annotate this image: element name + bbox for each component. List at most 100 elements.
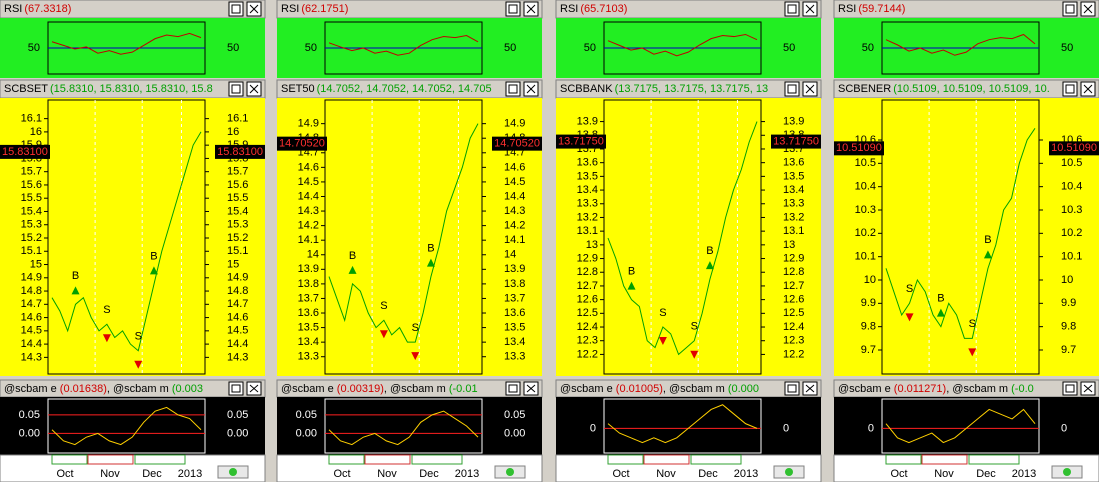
signal-label: B [427, 243, 434, 255]
y-tick-label: 15.5 [21, 192, 42, 204]
rsi-line [607, 33, 758, 57]
y-tick-label: 15.6 [21, 179, 42, 191]
y-tick-label: 16 [30, 126, 42, 138]
price-plot [47, 99, 206, 375]
indicator-plot [881, 398, 1040, 454]
indicator-part: , @scbam m [107, 383, 172, 395]
y-tick-label: 14.3 [298, 205, 319, 217]
indicator-part: @scbam e [560, 383, 616, 395]
close-icon [805, 84, 815, 94]
maximize-button[interactable] [784, 81, 800, 97]
y-tick-label: 13.6 [298, 307, 319, 319]
indicator-tick-label: 0.05 [296, 409, 317, 421]
y-tick-label: 12.3 [783, 335, 804, 347]
price-label: 10.51090 [836, 142, 882, 154]
maximize-button[interactable] [505, 1, 521, 17]
y-tick-label: 9.7 [1061, 344, 1076, 356]
price-line [328, 123, 479, 343]
price-label: 14.70520 [494, 138, 540, 150]
indicator-part: (-0.0 [1011, 383, 1034, 395]
maximize-icon [231, 384, 241, 393]
rsi-line [328, 34, 479, 56]
rsi-tick-label: 50 [584, 42, 596, 54]
date-label: Dec [698, 468, 718, 480]
maximize-button[interactable] [1062, 381, 1078, 396]
period-band [134, 454, 186, 465]
rsi-line [51, 32, 202, 55]
maximize-button[interactable] [784, 381, 800, 396]
y-tick-label: 15.2 [227, 232, 248, 244]
indicator-part: @scbam e [281, 383, 337, 395]
maximize-icon [508, 384, 518, 393]
maximize-button[interactable] [1062, 81, 1078, 97]
maximize-icon [787, 4, 797, 14]
ohlc-reading: (13.7175, 13.7175, 13.7175, 13 [615, 83, 769, 95]
y-tick-label: 13.9 [783, 115, 804, 127]
price-plot [324, 99, 483, 375]
main-title: SET50 (14.7052, 14.7052, 14.7052, 14.705 [281, 83, 492, 95]
y-tick-label: 13.4 [783, 184, 804, 196]
signal-label: S [906, 283, 913, 295]
y-tick-label: 14.4 [504, 190, 525, 202]
close-icon [1083, 384, 1093, 393]
y-tick-label: 15.4 [227, 205, 248, 217]
signal-label: S [412, 322, 419, 334]
indicator-plot [603, 398, 762, 454]
price-label-box [215, 144, 265, 159]
rsi-tick-label: 50 [862, 42, 874, 54]
y-tick-label: 12.5 [577, 307, 598, 319]
y-tick-label: 14.9 [298, 118, 319, 130]
y-tick-label: 14.1 [504, 234, 525, 246]
buy-arrow [348, 265, 357, 274]
rsi-tick-label: 50 [504, 42, 516, 54]
y-tick-label: 14 [307, 249, 319, 261]
indicator-part: (0.01638) [60, 383, 107, 395]
indicator-line [328, 410, 479, 446]
indicator-tick-label: 0.00 [504, 427, 525, 439]
signal-label: B [349, 250, 356, 262]
y-tick-label: 12.6 [783, 294, 804, 306]
sell-arrow [379, 330, 388, 339]
maximize-button[interactable] [784, 1, 800, 17]
y-tick-label: 15.5 [227, 192, 248, 204]
y-tick-label: 14.4 [298, 190, 319, 202]
y-tick-label: 15.6 [227, 179, 248, 191]
y-tick-label: 10 [1061, 274, 1073, 286]
period-band [607, 454, 644, 465]
maximize-button[interactable] [1062, 1, 1078, 17]
y-tick-label: 14.4 [227, 338, 248, 350]
y-tick-label: 13.3 [504, 351, 525, 363]
y-tick-label: 10.4 [1061, 181, 1082, 193]
period-band [364, 454, 411, 465]
symbol-name: SCBBANK [560, 83, 613, 95]
y-tick-label: 12.9 [783, 252, 804, 264]
signal-label: B [150, 250, 157, 262]
maximize-button[interactable] [228, 381, 244, 396]
maximize-button[interactable] [505, 81, 521, 97]
price-label-box [277, 136, 327, 151]
signal-label: B [937, 293, 944, 305]
period-band [885, 454, 922, 465]
maximize-button[interactable] [228, 81, 244, 97]
maximize-button[interactable] [228, 1, 244, 17]
maximize-icon [787, 84, 797, 94]
y-tick-label: 13.9 [577, 115, 598, 127]
indicator-title: @scbam e (0.011271), @scbam m (-0.0 [838, 383, 1034, 395]
sell-arrow [658, 337, 667, 346]
date-label: 2013 [734, 468, 758, 480]
period-band [411, 454, 463, 465]
y-tick-label: 12.4 [783, 321, 804, 333]
y-tick-label: 15.1 [227, 245, 248, 257]
close-icon [249, 84, 259, 94]
date-label: Nov [100, 468, 120, 480]
indicator-plot [324, 398, 483, 454]
y-tick-label: 9.8 [1061, 321, 1076, 333]
rsi-tick-label: 50 [305, 42, 317, 54]
maximize-button[interactable] [505, 381, 521, 396]
sell-arrow [134, 360, 143, 369]
y-tick-label: 13.5 [577, 170, 598, 182]
y-tick-label: 14 [504, 249, 516, 261]
y-tick-label: 12.7 [577, 280, 598, 292]
y-tick-label: 13.5 [298, 321, 319, 333]
buy-arrow [426, 258, 435, 267]
